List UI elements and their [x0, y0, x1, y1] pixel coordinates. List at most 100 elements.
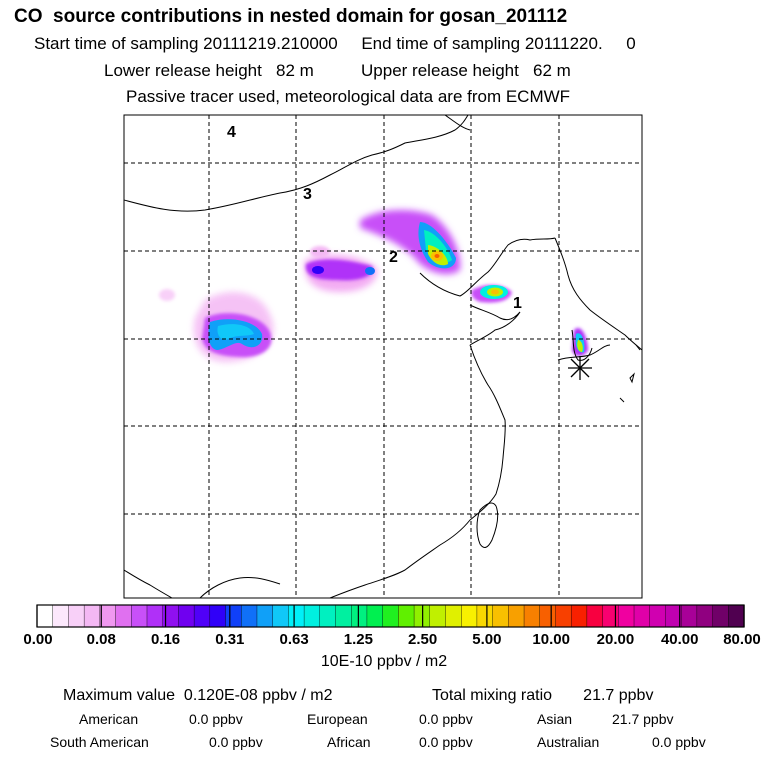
- region-european-value: 0.0 ppbv: [419, 711, 473, 727]
- region-australian-value: 0.0 ppbv: [652, 734, 706, 750]
- region-south-american-value: 0.0 ppbv: [209, 734, 263, 750]
- colorbar-cell: [696, 604, 714, 628]
- colorbar-unit: 10E-10 ppbv / m2: [320, 653, 448, 670]
- colorbar-cell: [303, 604, 321, 628]
- colorbar-tick-label: 0.08: [87, 631, 116, 648]
- start-time-label: Start time of sampling: [34, 34, 199, 53]
- colorbar-cell: [288, 604, 305, 628]
- central-plume: [304, 246, 378, 292]
- colorbar-cell: [256, 604, 274, 628]
- colorbar-cell: [209, 604, 227, 628]
- colorbar-tick-label: 10.00: [532, 631, 570, 648]
- start-time-value: 20111219.210000: [203, 34, 338, 53]
- colorbar-cell: [178, 604, 195, 628]
- colorbar-cell: [712, 604, 729, 628]
- colorbar-cell: [602, 604, 619, 628]
- shandong-plume: [471, 284, 512, 303]
- chart-title: CO source contributions in nested domain…: [14, 6, 568, 27]
- colorbar-cell: [193, 604, 211, 628]
- total-mixing-value: 21.7 ppbv: [583, 687, 654, 704]
- colorbar-cell: [382, 604, 399, 628]
- colorbar-tick-label: 0.31: [215, 631, 244, 648]
- region-african-name: African: [327, 734, 371, 750]
- colorbar-cell: [429, 604, 447, 628]
- lower-height-label: Lower release height: [104, 61, 262, 80]
- tracer-note: Passive tracer used, meteorological data…: [126, 87, 571, 106]
- region-south-american-name: South American: [50, 734, 149, 750]
- region-american-value: 0.0 ppbv: [189, 711, 243, 727]
- sampling-times: Start time of sampling 20111219.210000 E…: [34, 35, 636, 52]
- region-american-name: American: [79, 711, 139, 727]
- western-plume: [159, 289, 274, 363]
- colorbar-tick-label: 0.63: [279, 631, 308, 648]
- colorbar-cell: [115, 604, 132, 628]
- region-african-value: 0.0 ppbv: [419, 734, 473, 750]
- colorbar-cell: [272, 604, 289, 628]
- colorbar-cell: [618, 604, 635, 628]
- region-australian-name: Australian: [537, 734, 600, 750]
- colorbar-tick-label: 40.00: [661, 631, 699, 648]
- upper-height-value: 62 m: [533, 61, 571, 80]
- max-value-label: Maximum value: [63, 687, 176, 704]
- colorbar-cell: [398, 604, 415, 628]
- colorbar-tick-label: 0.00: [23, 631, 52, 648]
- release-heights: Lower release height 82 m Upper release …: [104, 62, 571, 79]
- colorbar-cell: [68, 604, 85, 628]
- colorbar-cell: [146, 604, 164, 628]
- colorbar-cell: [241, 604, 258, 628]
- colorbar-cell: [476, 604, 494, 628]
- max-value: 0.120E-08 ppbv / m2: [183, 687, 333, 704]
- colorbar-frame: [36, 604, 745, 628]
- colorbar-tick-label: 0.16: [151, 631, 180, 648]
- colorbar-cell: [555, 604, 572, 628]
- region-european-name: European: [307, 711, 368, 727]
- colorbar-tick-labels: 0.00 0.08 0.16 0.31 0.63 1.25 2.50 5.00 10.00 20.…: [23, 631, 760, 648]
- total-mixing-label: Total mixing ratio: [432, 687, 553, 704]
- colorbar-tick-label: 5.00: [472, 631, 501, 648]
- colorbar-cell: [83, 604, 101, 628]
- colorbar-cell: [492, 604, 509, 628]
- colorbar-cell: [225, 604, 242, 628]
- colorbar-cell: [728, 604, 745, 628]
- colorbar-cell: [586, 604, 604, 628]
- max-value-line: Maximum value 0.120E-08 ppbv / m2: [63, 688, 332, 704]
- colorbar-cell: [445, 604, 462, 628]
- end-time-label: End time of sampling: [361, 34, 521, 53]
- colorbar-cell: [351, 604, 368, 628]
- colorbar-tick-label: 2.50: [408, 631, 437, 648]
- receptor-star-marker: [568, 356, 592, 380]
- region-asian-name: Asian: [537, 711, 573, 727]
- colorbar-cell: [649, 604, 667, 628]
- colorbar-cell: [523, 604, 541, 628]
- end-time-value: 20111220. 0: [524, 34, 636, 53]
- colorbar-cell: [319, 604, 337, 628]
- region-asian-value: 21.7 ppbv: [612, 711, 674, 727]
- colorbar-cell: [508, 604, 525, 628]
- total-mixing-line: Total mixing ratio 21.7 ppbv: [432, 688, 653, 704]
- colorbar-cell: [131, 604, 148, 628]
- colorbar-cell: [52, 604, 70, 628]
- colorbar-cell: [461, 604, 478, 628]
- colorbar-cell: [680, 604, 698, 628]
- upper-height-label: Upper release height: [361, 61, 519, 80]
- trajectory-label-3: 3: [303, 186, 312, 203]
- northern-plume: [360, 210, 461, 275]
- map-frame: [123, 114, 643, 599]
- colorbar-tick-label: 20.00: [597, 631, 635, 648]
- trajectory-label-4: 4: [227, 124, 236, 141]
- colorbar-tick-label: 1.25: [344, 631, 373, 648]
- coastlines: [124, 115, 642, 598]
- lower-height-value: 82 m: [276, 61, 314, 80]
- colorbar-cell: [366, 604, 384, 628]
- map-content: [124, 115, 642, 598]
- colorbar: [36, 604, 745, 628]
- colorbar-cell: [539, 604, 557, 628]
- colorbar-cell: [335, 604, 352, 628]
- colorbar-cell: [570, 604, 588, 628]
- korea-plume: [572, 328, 588, 356]
- trajectory-label-1: 1: [513, 295, 522, 312]
- colorbar-cell: [633, 604, 651, 628]
- colorbar-cell: [36, 604, 54, 628]
- trajectory-label-2: 2: [389, 249, 398, 266]
